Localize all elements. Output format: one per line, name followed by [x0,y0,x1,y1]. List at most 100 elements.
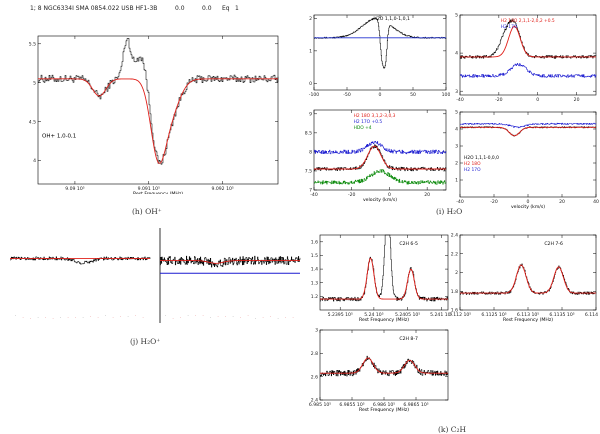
species-tick: · [293,315,294,319]
species-tick: · [285,316,286,320]
x-tick-label: 5.24 10⁵ [364,312,384,318]
h2o-110-101-panel: -100 -50 0 50 100 0 1 2 H2O 1,1,0-1,0,1 [309,14,450,98]
species-tick: · [195,314,196,318]
species-tick: · [143,315,144,319]
plot-frame [37,35,279,185]
species-tick: · [15,314,16,318]
x-tick-label: -20 [348,192,356,198]
x-tick-label: 9.09 10⁵ [65,186,85,192]
y-tick-label: 1 [309,48,312,54]
observed-spectrum [460,126,596,137]
y-tick-label: 2 [455,161,458,167]
legend-entry: HDO +4 [354,125,372,131]
species-tick: · [233,315,234,319]
species-tick: · [38,315,39,319]
x-tick-label: 6.112 10⁵ [450,312,471,318]
observed-spectrum [38,38,279,165]
y-tick-label: 2.6 [311,374,318,380]
x-tick-label: -50 [343,92,351,98]
y-tick-label: 2 [455,270,458,276]
species-tick: · [248,314,249,318]
hdo-spectrum [314,169,447,185]
species-tick: · [240,316,241,320]
plot-header: 1; 8 NGC6334I SMA 0854.022 USB HF1-3B 0.… [30,5,239,12]
x-tick-label: -40 [456,199,464,205]
y-tick-label: 2.8 [311,351,318,357]
x-tick-label: 6.1125 10⁵ [481,312,506,318]
x-tick-label: -40 [456,97,464,103]
y-tick-label: 1.5 [311,253,318,259]
species-tick: · [98,315,99,319]
y-tick-label: 4.5 [29,119,36,125]
c2h-87-panel: 6.985 10⁵ 6.9855 10⁵ 6.986 10⁵ 6.9865 10⁵ 2.… [309,328,449,413]
h2o-plus-panel-right: · · · · · · · · · · · · · · · · · · [159,228,301,323]
plot-frame [313,109,447,191]
species-tick: · [45,316,46,320]
h2-17o-spectrum [460,63,597,78]
y-tick-label: 4 [33,158,36,164]
species-tick: · [270,315,271,319]
h2-18o-312-panel: -40 -20 0 20 7 7.5 8 8.5 9 velocity (km/s) H2 18O … [305,109,447,203]
legend-entry: H2 17O +0.5 [354,119,383,125]
y-tick-label: 3 [315,328,318,334]
x-tick-label: 50 [410,92,416,98]
observed-spectrum [314,144,447,172]
header-eq: Eq [222,5,230,12]
y-tick-label: 2 [309,16,312,22]
x-tick-label: 9.091 10⁵ [138,186,160,192]
legend-entry: H2 18O 2,1,1-2,0,2 +0.5 [501,18,555,24]
y-tick-label: 2.2 [451,251,458,257]
x-tick-label: -20 [495,97,503,103]
spectrum-title: C2H 8-7 [399,336,418,342]
observed-spectrum [460,18,597,59]
y-tick-label: 1.3 [311,280,318,286]
x-axis-label: velocity (km/s) [363,197,397,203]
x-tick-label: 6.114 10⁵ [585,312,600,318]
model-fit [38,78,278,164]
species-tick: · [68,316,69,320]
species-tick: · [203,314,204,318]
species-tick: · [83,315,84,319]
h2-17o-spectrum [314,141,447,155]
species-tick: · [30,316,31,320]
model-fit [320,257,448,300]
x-tick-label: 5.2405 10⁵ [395,312,420,318]
x-tick-label: 100 [442,92,450,98]
species-tick: · [135,314,136,318]
species-tick: · [128,315,129,319]
x-tick-label: 0 [527,199,530,205]
x-tick-label: 6.9855 10⁵ [339,402,364,408]
y-tick-label: 1.8 [451,289,458,295]
model-fit [460,126,596,137]
y-tick-label: 1.6 [311,239,318,245]
y-tick-label: 8 [309,150,312,156]
species-tick: · [120,315,121,319]
y-tick-label: 5 [455,13,458,19]
plot-frame [319,234,449,311]
plot-frame [319,329,449,401]
species-tick: · [188,314,189,318]
h2o-plus-panel-left: · · · · · · · · · · · · · · · · · · [10,256,151,320]
caption-j: (j) H₂O⁺ [130,337,161,346]
x-tick-label: 20 [574,97,580,103]
species-tick: · [218,315,219,319]
x-tick-label: -40 [310,192,318,198]
legend-entry: H2 18O [464,161,481,167]
species-tick: · [53,316,54,320]
x-tick-label: -20 [490,199,498,205]
species-tick: · [75,316,76,320]
header-one: 1 [235,5,239,12]
species-tick: · [180,316,181,320]
plot-frame [459,14,597,96]
model-fit [460,25,596,58]
y-tick-label: 5 [455,110,458,116]
plot-frame [459,234,597,311]
x-tick-label: 6.113 10⁵ [517,312,539,318]
x-axis-label: Rest Frequency (MHz) [133,191,183,194]
x-tick-label: 40 [593,199,599,205]
species-tick: · [90,315,91,319]
legend-entry: H2 17O [464,167,481,173]
plot-frame [313,14,447,91]
h2-17o-spectrum [460,122,597,129]
y-tick-label: 5.5 [29,41,36,47]
